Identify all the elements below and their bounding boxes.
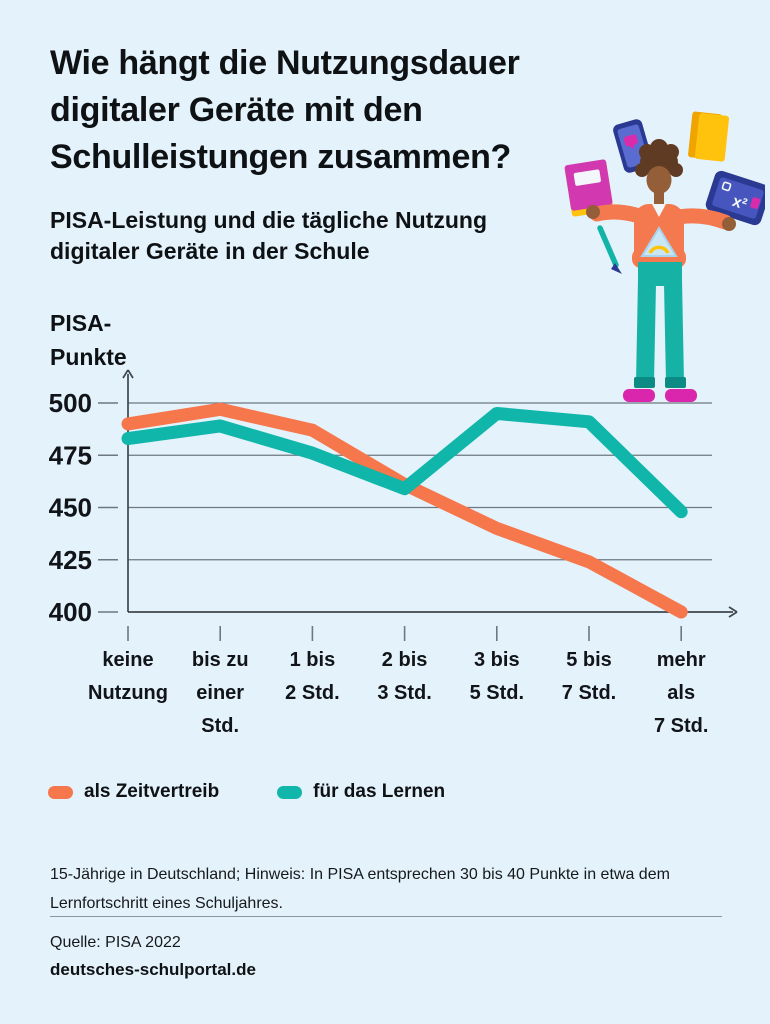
legend-item-zeitvertreib: als Zeitvertreib bbox=[48, 781, 219, 803]
x-tick-label-1-line-1: einer bbox=[196, 682, 244, 704]
legend-swatch-lernen bbox=[277, 785, 303, 799]
footer-divider bbox=[50, 916, 722, 917]
chart-legend: als Zeitvertreib für das Lernen bbox=[48, 781, 445, 803]
x-tick-label-1-line-2: Std. bbox=[201, 715, 239, 737]
brand-line: deutsches-schulportal.de bbox=[50, 960, 256, 979]
pen-icon bbox=[597, 225, 622, 274]
y-tick-label-425: 425 bbox=[49, 545, 92, 575]
tablet-icon: x² bbox=[705, 170, 765, 226]
x-tick-label-6-line-1: als bbox=[667, 682, 695, 704]
x-tick-label-3-line-0: 2 bis bbox=[382, 649, 428, 671]
y-tick-label-400: 400 bbox=[49, 597, 92, 627]
x-axis-arrow bbox=[728, 606, 738, 618]
student-figure bbox=[586, 139, 736, 402]
y-tick-label-450: 450 bbox=[49, 493, 92, 523]
x-tick-label-3-line-1: 3 Std. bbox=[377, 682, 431, 704]
legend-label-lernen: für das Lernen bbox=[313, 781, 446, 802]
x-tick-label-4-line-0: 3 bis bbox=[474, 649, 520, 671]
page-title: Wie hängt die Nutzungsdauer digitaler Ge… bbox=[50, 44, 520, 176]
svg-text:x²: x² bbox=[730, 193, 749, 214]
x-tick-label-5-line-1: 7 Std. bbox=[562, 682, 616, 704]
y-axis-title: PISA- Punkte bbox=[50, 310, 127, 370]
y-tick-label-475: 475 bbox=[49, 440, 92, 470]
x-tick-label-6-line-0: mehr bbox=[657, 649, 706, 671]
y-tick-label-500: 500 bbox=[49, 388, 92, 418]
legend-label-zeitvertreib: als Zeitvertreib bbox=[84, 781, 220, 802]
x-tick-label-2-line-0: 1 bis bbox=[290, 649, 336, 671]
x-tick-label-2-line-1: 2 Std. bbox=[285, 682, 339, 704]
book-icon bbox=[564, 159, 614, 217]
x-tick-label-0-line-0: keine bbox=[102, 649, 153, 671]
footnote: 15-Jährige in Deutschland; Hinweis: In P… bbox=[50, 866, 670, 912]
legend-swatch-zeitvertreib bbox=[48, 785, 73, 799]
folder-icon bbox=[688, 111, 730, 162]
x-tick-label-0-line-1: Nutzung bbox=[88, 682, 168, 704]
x-tick-label-6-line-2: 7 Std. bbox=[654, 715, 708, 737]
juggling-student-illustration: x² bbox=[564, 111, 765, 402]
source-line: Quelle: PISA 2022 bbox=[50, 934, 181, 951]
x-tick-label-4-line-1: 5 Std. bbox=[470, 682, 524, 704]
legend-item-lernen: für das Lernen bbox=[277, 781, 445, 803]
y-axis-arrow bbox=[122, 369, 134, 379]
chart-subtitle: PISA-Leistung und die tägliche Nutzung d… bbox=[50, 207, 487, 264]
x-tick-label-5-line-0: 5 bis bbox=[566, 649, 612, 671]
x-tick-label-1-line-0: bis zu bbox=[192, 649, 249, 671]
series-line-1 bbox=[121, 406, 688, 519]
